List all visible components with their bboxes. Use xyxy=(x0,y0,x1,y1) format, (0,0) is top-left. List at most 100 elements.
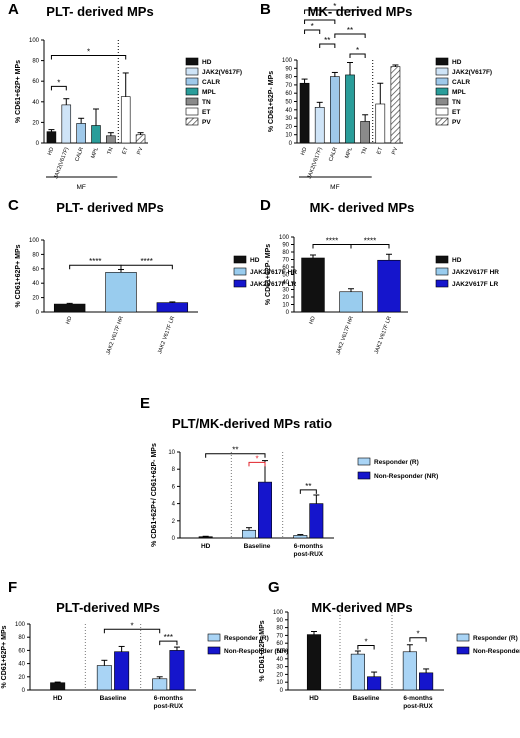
chart-title: PLT- derived MPs xyxy=(56,200,163,215)
legend-label: JAK2V617F HR xyxy=(452,269,499,276)
bar xyxy=(293,535,308,539)
x-tick-label: ET xyxy=(122,146,130,155)
y-tick-label: 4 xyxy=(172,502,176,508)
panel-B: B MK- derived MPs 0 10 20 30 40 50 60 70 80 90 100 % … xyxy=(260,1,492,191)
legend-swatch xyxy=(435,267,449,276)
y-axis-label: % CD61+62P+/ CD61+62P- MPs xyxy=(151,443,158,547)
y-tick-label: 0 xyxy=(36,310,40,316)
x-tick-label: TN xyxy=(361,147,369,156)
y-axis-label: % CD61+62P- MPs xyxy=(265,244,272,305)
legend-label: Responder (R) xyxy=(374,459,419,466)
legend-swatch xyxy=(185,107,199,116)
x-tick-label: MPL xyxy=(344,147,354,160)
bar xyxy=(169,650,185,691)
y-tick-label: 40 xyxy=(285,108,292,114)
x-tick-label: 6-months xyxy=(154,695,184,702)
y-tick-label: 100 xyxy=(15,622,26,628)
legend-swatch xyxy=(185,77,199,86)
legend-swatch xyxy=(435,117,449,126)
significance-label: ** xyxy=(324,36,330,45)
y-tick-label: 8 xyxy=(172,467,176,473)
y-tick-label: 40 xyxy=(32,281,39,287)
significance-bracket xyxy=(334,33,366,38)
y-tick-label: 50 xyxy=(276,649,283,655)
legend-swatch xyxy=(185,97,199,106)
significance-label: ** xyxy=(305,482,311,491)
panel-letter: A xyxy=(8,1,19,18)
x-tick-label: JAK2(V617F) xyxy=(307,146,324,179)
legend-swatch xyxy=(357,457,371,466)
significance-label: ** xyxy=(232,446,238,455)
y-tick-label: 70 xyxy=(285,83,292,89)
x-tick-label: JAK2 V617F LR xyxy=(374,316,393,355)
legend-swatch xyxy=(185,117,199,126)
y-tick-label: 60 xyxy=(276,641,283,647)
legend-swatch xyxy=(233,255,247,264)
legend-swatch xyxy=(435,87,449,96)
x-tick-label: TN xyxy=(107,147,115,156)
legend-label: Responder (R) xyxy=(473,635,518,642)
legend-swatch xyxy=(456,646,470,655)
significance-bracket xyxy=(304,9,366,14)
y-tick-label: 70 xyxy=(276,633,283,639)
x-tick-label: JAK2 V617F HR xyxy=(335,316,354,356)
bar xyxy=(106,135,116,144)
bar xyxy=(299,82,310,144)
x-tick-label: HD xyxy=(300,147,308,157)
group-label: MF xyxy=(330,184,339,191)
chart-title: MK-derived MPs xyxy=(311,600,412,615)
legend-label: MPL xyxy=(202,89,216,96)
panel-letter: G xyxy=(268,579,280,596)
bar xyxy=(377,259,401,313)
legend-label: Non-Responder (NR) xyxy=(374,473,438,480)
bar xyxy=(96,665,112,691)
y-tick-label: 100 xyxy=(29,238,40,244)
y-tick-label: 60 xyxy=(285,91,292,97)
x-tick-label: HD xyxy=(201,543,211,550)
significance-bracket xyxy=(50,54,127,60)
significance-bracket xyxy=(349,53,366,58)
bar xyxy=(339,291,363,313)
bar xyxy=(330,76,340,144)
significance-bracket xyxy=(319,43,336,48)
x-tick-label: HD xyxy=(47,147,55,157)
y-tick-label: 10 xyxy=(282,303,289,309)
legend-swatch xyxy=(357,471,371,480)
y-tick-label: 20 xyxy=(282,295,289,301)
bar xyxy=(314,107,325,144)
bar xyxy=(61,104,72,144)
significance-label: *** xyxy=(164,633,173,642)
x-tick-label: CALR xyxy=(328,147,339,163)
group-label: MF xyxy=(76,184,85,191)
legend-label: Non-Responder (NR) xyxy=(473,648,520,655)
legend-label: JAK2(V617F) xyxy=(202,69,242,76)
legend-label: JAK2(V617F) xyxy=(452,69,492,76)
y-tick-label: 0 xyxy=(172,536,176,542)
bar xyxy=(198,536,213,539)
bar xyxy=(135,134,146,144)
bar xyxy=(306,634,322,691)
bar xyxy=(76,123,86,144)
legend-swatch xyxy=(207,633,221,642)
significance-label: * xyxy=(57,78,60,87)
x-tick-label: 6-months xyxy=(294,543,324,550)
legend-swatch xyxy=(185,57,199,66)
x-tick-label: post-RUX xyxy=(403,703,433,710)
x-tick-label: JAK2 V617F HR xyxy=(105,316,124,356)
y-tick-label: 80 xyxy=(32,59,39,65)
legend-label: PV xyxy=(452,119,461,126)
x-tick-label: 6-months xyxy=(403,695,433,702)
bar xyxy=(301,257,325,313)
significance-bracket xyxy=(205,453,266,458)
bar xyxy=(105,272,137,313)
bar xyxy=(120,96,131,144)
legend-label: HD xyxy=(250,257,260,264)
y-tick-label: 10 xyxy=(276,680,283,686)
bar xyxy=(152,678,168,691)
legend-label: JAK2V617F HR xyxy=(250,269,297,276)
legend-swatch xyxy=(435,67,449,76)
x-tick-label: HD xyxy=(53,695,63,702)
legend-label: JAK2V617F LR xyxy=(452,281,499,288)
